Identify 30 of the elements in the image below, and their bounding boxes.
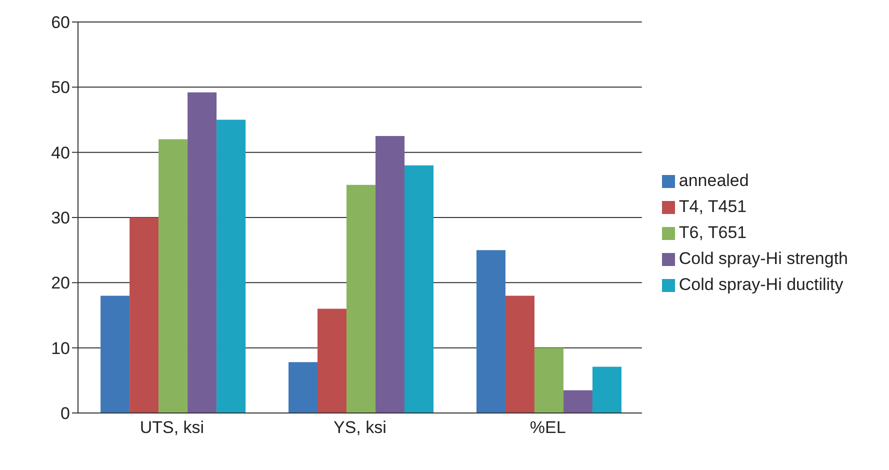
bar xyxy=(216,120,246,413)
legend-label: annealed xyxy=(678,171,749,190)
bar xyxy=(158,139,188,413)
legend-label: Cold spray-Hi ductility xyxy=(678,275,844,294)
bar xyxy=(130,218,159,413)
bar xyxy=(346,184,376,413)
y-tick-label: 20 xyxy=(51,274,70,293)
y-tick-label: 0 xyxy=(60,404,70,424)
bar xyxy=(476,250,506,413)
bar xyxy=(505,296,534,413)
bar xyxy=(288,362,318,413)
bar xyxy=(376,136,405,413)
y-tick-label: 10 xyxy=(51,338,70,358)
y-tick-label: 50 xyxy=(51,78,70,98)
y-tick-label: 40 xyxy=(51,143,70,162)
bar xyxy=(592,366,622,413)
x-tick-label: YS, ksi xyxy=(333,418,386,438)
bar xyxy=(100,296,130,413)
y-tick-label: 30 xyxy=(51,208,70,228)
bar xyxy=(563,390,592,413)
bar xyxy=(318,308,347,413)
bar xyxy=(534,348,564,413)
y-tick-label: 60 xyxy=(51,13,70,32)
x-tick-label: %EL xyxy=(530,418,566,438)
legend-label: T4, T451 xyxy=(678,197,747,216)
legend-label: T6, T651 xyxy=(678,223,747,242)
legend-label: Cold spray-Hi strength xyxy=(678,249,848,268)
x-tick-label: UTS, ksi xyxy=(140,418,204,438)
bar xyxy=(188,92,217,413)
bar xyxy=(404,165,434,413)
